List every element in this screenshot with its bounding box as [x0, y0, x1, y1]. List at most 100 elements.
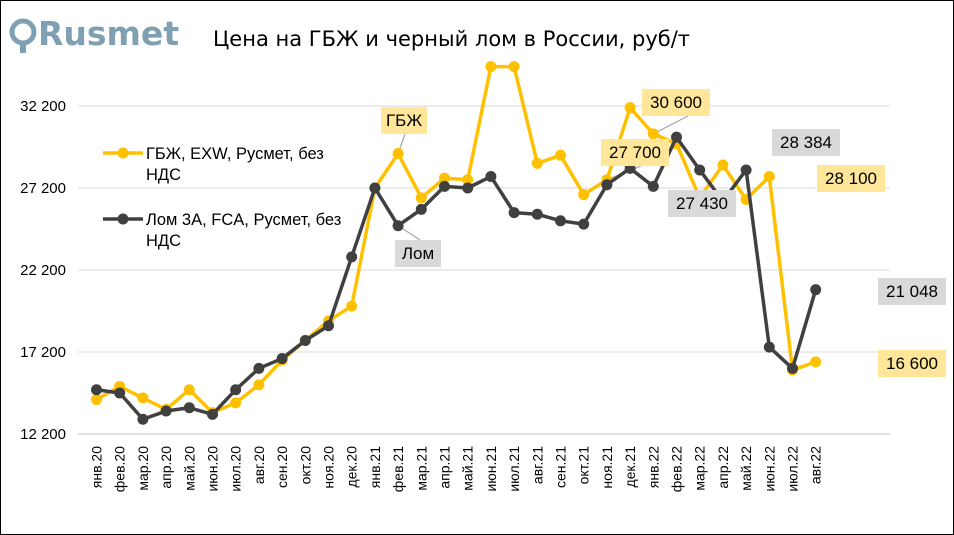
data-point — [91, 394, 102, 406]
data-point — [439, 172, 450, 184]
data-callout: 30 600 — [642, 89, 710, 116]
callout-box — [642, 89, 710, 116]
x-tick-label: авг.21 — [529, 446, 545, 484]
y-tick-label: 17 200 — [20, 344, 66, 361]
x-tick-label: июл.20 — [228, 446, 244, 492]
data-point — [555, 149, 566, 161]
x-tick-label: май.22 — [738, 446, 754, 491]
data-point — [207, 408, 218, 420]
x-tick-label: ноя.21 — [599, 446, 615, 489]
data-point — [415, 192, 427, 204]
series-gbzh — [91, 61, 822, 419]
data-point — [323, 320, 334, 332]
data-point — [810, 284, 822, 296]
data-point — [578, 189, 590, 201]
x-axis: янв.20 фев.20 мар.20 апр.20 май.20 июн.20 июл.… — [78, 433, 890, 492]
callout-label: Лом — [402, 244, 434, 263]
x-tick-label: дек.20 — [344, 446, 360, 488]
x-tick-label: сен.21 — [553, 446, 569, 488]
data-point — [346, 251, 358, 263]
legend-marker-scrap — [117, 213, 129, 225]
data-point — [415, 203, 427, 215]
logo-text: Rusmet — [38, 14, 179, 53]
series-line — [95, 64, 817, 415]
legend-item-gbzh: ГБЖ, EXW, Русмет, без НДС — [103, 145, 328, 184]
x-tick-label: дек.21 — [622, 446, 638, 488]
series — [91, 61, 822, 425]
x-tick-label: авг.22 — [808, 446, 824, 484]
data-callout: 27 700 — [601, 139, 669, 166]
data-point — [485, 171, 497, 183]
callout-box — [772, 129, 840, 156]
data-callout: 21 048 — [878, 278, 946, 305]
data-point — [137, 413, 149, 425]
data-point — [787, 362, 798, 374]
data-point — [717, 159, 729, 171]
data-callout: 28 100 — [817, 165, 885, 192]
x-tick-label: фев.21 — [390, 446, 406, 492]
data-point — [276, 353, 288, 365]
x-tick-label: май.20 — [181, 446, 197, 491]
x-tick-label: окт.20 — [297, 446, 313, 485]
data-point — [694, 164, 706, 176]
callout-label: 27 700 — [609, 143, 661, 162]
callout-box — [395, 240, 441, 267]
y-tick-label: 27 200 — [20, 180, 66, 197]
data-point — [740, 164, 752, 176]
data-point — [253, 379, 265, 391]
callout-box — [878, 350, 946, 377]
data-point — [578, 218, 590, 230]
data-point — [531, 208, 543, 220]
data-callout: 16 600 — [878, 350, 946, 377]
data-callout: ГБЖ — [381, 107, 427, 134]
data-point — [624, 102, 636, 114]
callout-box — [601, 139, 669, 166]
legend-item-scrap: Лом 3А, FCA, Русмет, без НДС — [103, 211, 346, 250]
x-tick-label: окт.21 — [576, 446, 592, 485]
data-point — [439, 180, 450, 192]
data-point — [555, 215, 566, 227]
data-point — [230, 384, 242, 396]
x-tick-label: июн.20 — [205, 446, 221, 492]
legend-marker-gbzh — [117, 147, 129, 159]
x-tick-label: янв.22 — [645, 446, 661, 488]
series-line — [96, 135, 818, 421]
x-tick-label: май.21 — [460, 446, 476, 491]
data-point — [647, 180, 659, 192]
chart-title: Цена на ГБЖ и черный лом в России, руб/т — [213, 27, 690, 51]
data-point — [462, 182, 474, 194]
x-tick-label: мар.21 — [413, 446, 429, 491]
callout-label: 16 600 — [886, 354, 938, 373]
data-point — [810, 356, 822, 368]
y-axis: 12 200 17 200 22 200 27 200 32 200 — [20, 98, 66, 443]
callout-label: 21 048 — [886, 282, 938, 301]
legend-label-scrap: Лом 3А, FCA, Русмет, без НДС — [146, 211, 346, 250]
callout-leader — [653, 115, 689, 135]
legend: ГБЖ, EXW, Русмет, без НДС Лом 3А, FCA, Р… — [103, 145, 346, 250]
legend-label-gbzh: ГБЖ, EXW, Русмет, без НДС — [146, 145, 328, 184]
x-tick-label: янв.21 — [367, 446, 383, 488]
data-point — [392, 220, 404, 232]
data-point — [647, 128, 659, 140]
data-point — [183, 384, 195, 396]
x-tick-label: янв.20 — [89, 446, 105, 488]
callout-box — [878, 278, 946, 305]
x-tick-label: авг.20 — [251, 446, 267, 484]
callout-label: 27 430 — [676, 194, 728, 213]
callout-label: 28 100 — [825, 169, 877, 188]
data-point — [485, 61, 497, 73]
x-tick-label: фев.22 — [669, 446, 685, 492]
callout-label: 30 600 — [650, 93, 702, 112]
data-point — [392, 148, 404, 160]
callout-label: ГБЖ — [386, 111, 422, 130]
data-point — [508, 207, 520, 219]
x-tick-label: мар.22 — [692, 446, 708, 491]
data-callout: 27 430 — [668, 190, 736, 217]
logo: Rusmet — [9, 14, 179, 53]
x-tick-label: ноя.20 — [321, 446, 337, 489]
data-callout: Лом — [395, 240, 441, 267]
x-tick-label: апр.21 — [437, 446, 453, 489]
data-point — [671, 131, 682, 143]
data-callout: 28 384 — [772, 129, 840, 156]
data-point — [299, 335, 311, 347]
